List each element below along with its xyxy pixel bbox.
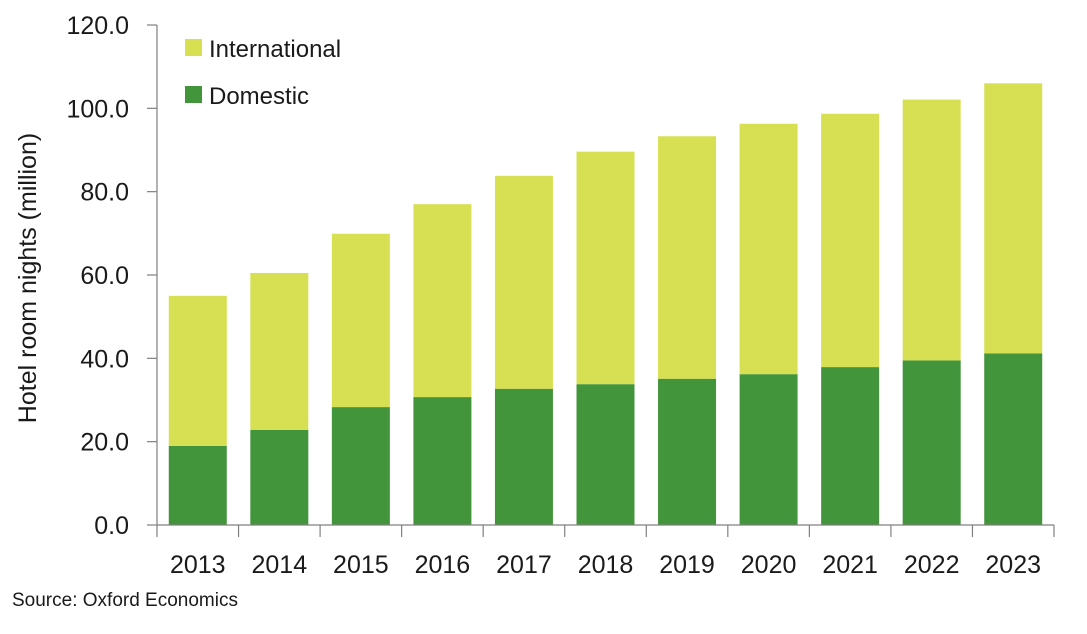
x-tick-label-2021: 2021 — [822, 551, 878, 579]
bar-international-2017 — [494, 175, 553, 389]
bar-domestic-2021 — [821, 367, 880, 525]
bar-international-2014 — [250, 272, 309, 430]
bar-international-2013 — [168, 295, 227, 446]
bar-international-2021 — [821, 113, 880, 368]
y-tick-label: 0.0 — [94, 512, 129, 540]
x-tick-label-2015: 2015 — [333, 551, 389, 579]
bar-domestic-2014 — [250, 430, 309, 525]
bar-international-2022 — [902, 99, 961, 361]
x-tick-label-2018: 2018 — [578, 551, 634, 579]
bar-domestic-2013 — [168, 445, 227, 525]
bar-domestic-2022 — [902, 360, 961, 525]
y-tick-label: 100.0 — [66, 95, 129, 123]
bar-international-2016 — [413, 204, 472, 398]
bar-domestic-2017 — [494, 388, 553, 525]
y-tick-label: 40.0 — [80, 345, 129, 373]
x-tick-label-2017: 2017 — [496, 551, 552, 579]
bar-international-2015 — [331, 233, 390, 408]
x-tick-label-2020: 2020 — [741, 551, 797, 579]
y-tick-label: 20.0 — [80, 429, 129, 457]
x-tick-label-2019: 2019 — [659, 551, 715, 579]
bar-domestic-2023 — [984, 353, 1043, 525]
y-tick-label: 80.0 — [80, 179, 129, 207]
y-tick-label: 120.0 — [66, 12, 129, 40]
x-tick-label-2022: 2022 — [904, 551, 960, 579]
bar-domestic-2019 — [658, 378, 717, 525]
legend-label-international: International — [209, 36, 341, 63]
y-axis-title: Hotel room nights (million) — [14, 133, 42, 423]
legend-label-domestic: Domestic — [209, 83, 309, 110]
bar-domestic-2015 — [331, 407, 390, 525]
legend-swatch-domestic — [185, 86, 202, 103]
bar-domestic-2016 — [413, 397, 472, 525]
x-tick-label-2023: 2023 — [985, 551, 1041, 579]
x-tick-label-2013: 2013 — [170, 551, 226, 579]
bar-domestic-2020 — [739, 374, 798, 525]
legend-swatch-international — [185, 39, 202, 56]
legend: International Domestic — [185, 36, 341, 110]
x-tick-label-2016: 2016 — [415, 551, 471, 579]
bar-international-2023 — [984, 83, 1043, 354]
bar-international-2020 — [739, 123, 798, 375]
source-note: Source: Oxford Economics — [12, 590, 238, 611]
bar-international-2018 — [576, 151, 635, 385]
bars-layer — [168, 83, 1043, 525]
y-tick-label: 60.0 — [80, 262, 129, 290]
axes-layer: 0.0 20.0 40.0 60.0 80.0 100.0 120.0 2013 2014 201… — [66, 12, 1055, 579]
bar-international-2019 — [658, 136, 717, 379]
bar-domestic-2018 — [576, 384, 635, 525]
x-tick-label-2014: 2014 — [252, 551, 308, 579]
